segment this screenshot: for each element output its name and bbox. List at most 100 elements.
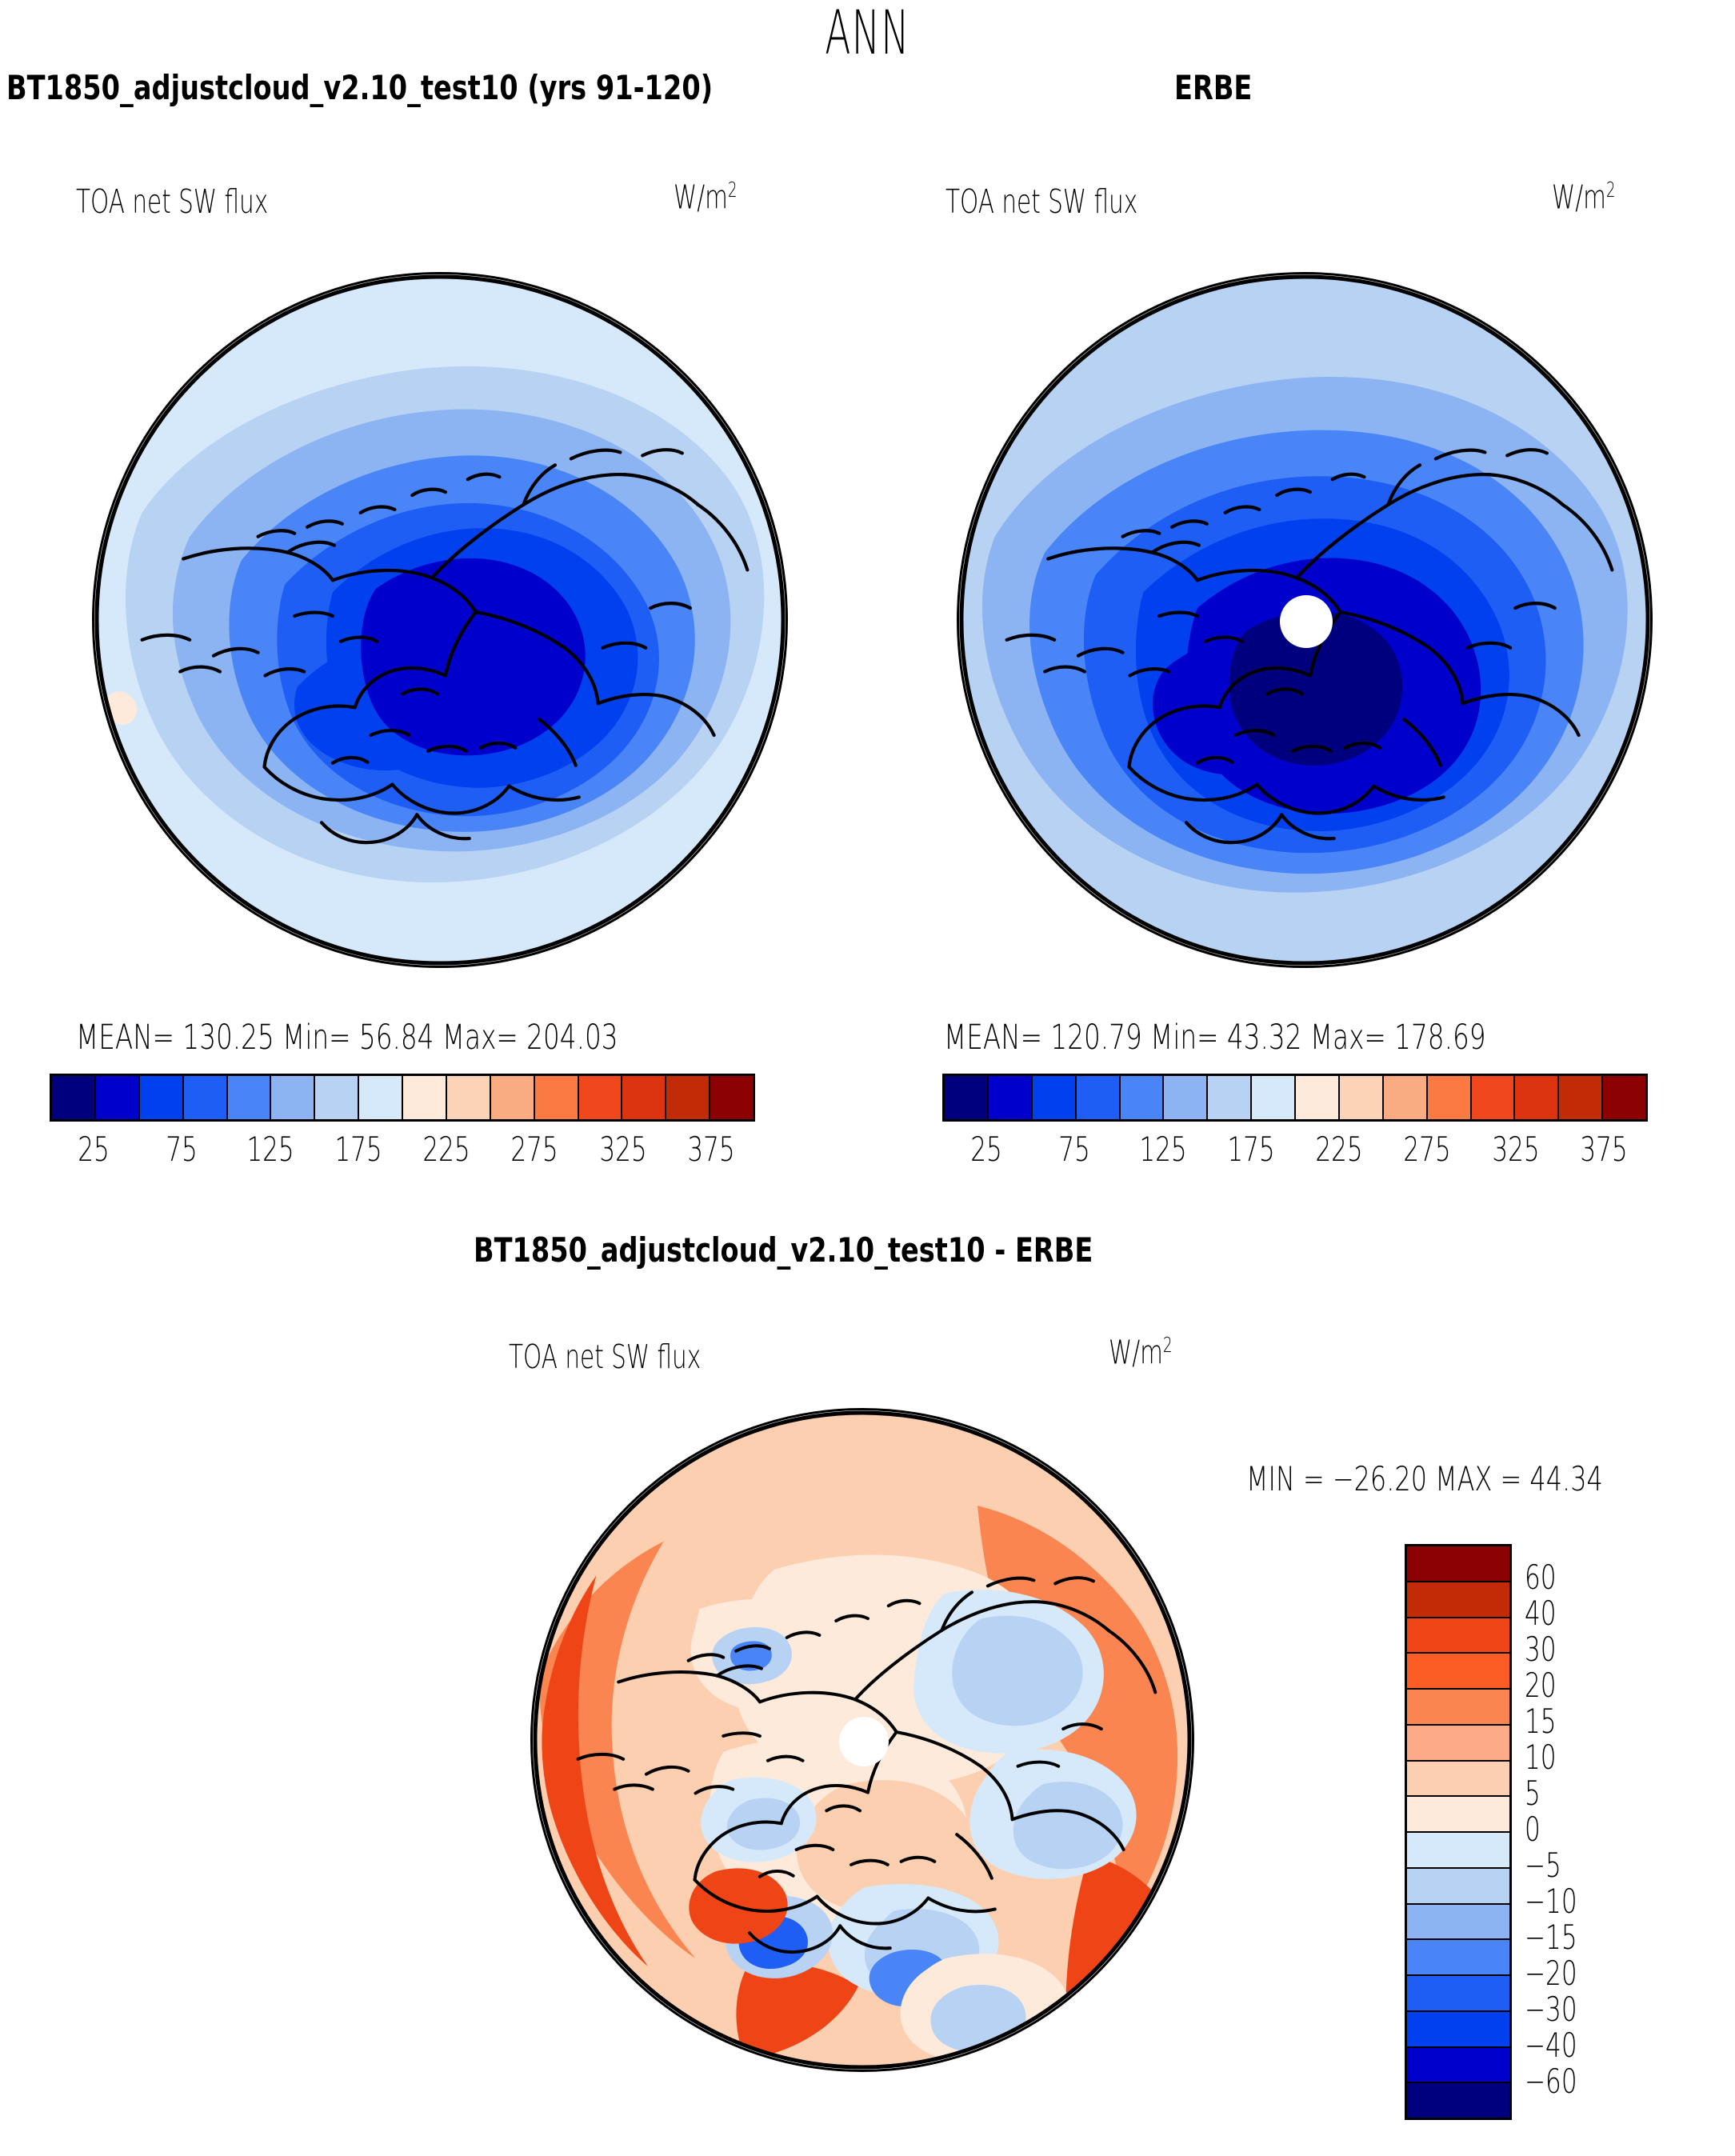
unit-label-obs: W/m2 (1552, 178, 1616, 217)
colorbar-diff-swatch-8 (1407, 1833, 1509, 1869)
unit-base: W/m (1552, 178, 1606, 217)
colorbar-tick-label: 225 (1315, 1130, 1363, 1169)
colorbar-swatch-12 (578, 1076, 623, 1119)
colorbar-swatch-15 (710, 1076, 753, 1119)
colorbar-swatch-2 (139, 1076, 184, 1119)
unit-base: W/m (674, 178, 728, 217)
colorbar-swatch-1 (95, 1076, 140, 1119)
colorbar-swatch-7 (359, 1076, 403, 1119)
colorbar-swatch-0 (52, 1076, 96, 1119)
map-contours-model (94, 274, 786, 966)
colorbar-diff-tick-label: −20 (1525, 1954, 1577, 1993)
variable-label-obs: TOA net SW flux (945, 182, 1138, 221)
colorbar-swatch-7 (1252, 1076, 1296, 1119)
unit-exponent: 2 (1605, 178, 1616, 202)
polar-map-model[interactable] (92, 272, 788, 968)
colorbar-diff-tick-label: −15 (1525, 1918, 1577, 1957)
colorbar-swatch-6 (315, 1076, 360, 1119)
colorbar-diff-swatch-9 (1407, 1868, 1509, 1905)
colorbar-swatch-0 (945, 1076, 989, 1119)
colorbar-diff-swatch-11 (1407, 1940, 1509, 1976)
colorbar-diff-tick-label: 30 (1525, 1630, 1557, 1669)
colorbar-tick-label: 175 (1227, 1130, 1275, 1169)
colorbar-tick-label: 175 (334, 1130, 382, 1169)
polar-map-obs[interactable] (957, 272, 1653, 968)
stats-obs: MEAN= 120.79 Min= 43.32 Max= 178.69 (944, 1018, 1486, 1058)
colorbar-tick-label: 75 (166, 1130, 198, 1169)
colorbar-tick-label: 325 (1491, 1130, 1540, 1169)
colorbar-swatch-5 (1164, 1076, 1209, 1119)
colorbar-swatch-15 (1603, 1076, 1645, 1119)
colorbar-diff-swatch-2 (1407, 1618, 1509, 1654)
north-pole-marker-diff (839, 1717, 889, 1766)
colorbar-diff-swatch-13 (1407, 2011, 1509, 2048)
colorbar-diff-swatch-14 (1407, 2047, 1509, 2084)
colorbar-diff-tick-label: −10 (1525, 1882, 1577, 1921)
colorbar-swatch-8 (1296, 1076, 1340, 1119)
polar-map-diff[interactable] (530, 1408, 1194, 2072)
map-contours-obs (959, 274, 1650, 966)
colorbar-diff-tick-label: −30 (1525, 1990, 1577, 2029)
variable-label-model: TOA net SW flux (76, 182, 269, 221)
colorbar-diff-tick-label: 60 (1525, 1558, 1557, 1597)
colorbar-swatch-11 (1427, 1076, 1472, 1119)
colorbar-swatch-10 (490, 1076, 535, 1119)
colorbar-swatch-6 (1208, 1076, 1253, 1119)
colorbar-swatch-14 (666, 1076, 711, 1119)
colorbar-ticks-diff: 60 40 30 20 15 10 5 0 −5 −10 −15 −20 −30 −40 −60 (1525, 1544, 1701, 2120)
unit-label-model: W/m2 (674, 178, 738, 217)
panel-title-obs: ERBE (1174, 68, 1253, 107)
colorbar-model[interactable] (50, 1074, 755, 1122)
colorbar-diff-swatch-4 (1407, 1690, 1509, 1726)
colorbar-swatch-1 (988, 1076, 1033, 1119)
panel-title-diff: BT1850_adjustcloud_v2.10_test10 - ERBE (474, 1230, 1093, 1270)
colorbar-tick-label: 325 (598, 1130, 647, 1169)
colorbar-diff-tick-label: −40 (1525, 2026, 1577, 2065)
colorbar-tick-label: 275 (510, 1130, 559, 1169)
colorbar-diff-tick-label: 40 (1525, 1594, 1557, 1633)
colorbar-ticks-obs: 25 75 125 175 225 275 325 375 (942, 1130, 1648, 1178)
colorbar-swatch-5 (271, 1076, 316, 1119)
colorbar-swatch-14 (1559, 1076, 1604, 1119)
stats-model: MEAN= 130.25 Min= 56.84 Max= 204.03 (76, 1018, 618, 1058)
colorbar-diff-swatch-10 (1407, 1904, 1509, 1941)
minmax-diff: MIN = −26.20 MAX = 44.34 (1246, 1459, 1603, 1498)
colorbar-swatch-9 (1339, 1076, 1384, 1119)
colorbar-swatch-9 (446, 1076, 491, 1119)
colorbar-diff-swatch-7 (1407, 1797, 1509, 1833)
panel-title-model: BT1850_adjustcloud_v2.10_test10 (yrs 91-… (6, 68, 714, 107)
colorbar-swatch-12 (1471, 1076, 1516, 1119)
colorbar-diff-swatch-12 (1407, 1976, 1509, 2012)
colorbar-diff[interactable] (1405, 1544, 1512, 2120)
colorbar-swatch-2 (1032, 1076, 1077, 1119)
colorbar-swatch-3 (1076, 1076, 1121, 1119)
colorbar-diff-tick-label: −60 (1525, 2062, 1577, 2101)
colorbar-tick-label: 225 (422, 1130, 470, 1169)
colorbar-diff-tick-label: 5 (1525, 1774, 1541, 1813)
colorbar-diff-swatch-0 (1407, 1546, 1509, 1582)
colorbar-tick-label: 125 (246, 1130, 294, 1169)
colorbar-diff-swatch-1 (1407, 1582, 1509, 1618)
variable-label-diff: TOA net SW flux (509, 1338, 702, 1376)
colorbar-diff-tick-label: 10 (1525, 1738, 1557, 1777)
colorbar-swatch-8 (403, 1076, 447, 1119)
colorbar-diff-swatch-6 (1407, 1761, 1509, 1798)
colorbar-tick-label: 75 (1058, 1130, 1091, 1169)
colorbar-swatch-13 (622, 1076, 667, 1119)
season-title: ANN (825, 0, 910, 68)
colorbar-diff-tick-label: 20 (1525, 1666, 1557, 1705)
colorbar-tick-label: 25 (78, 1130, 110, 1169)
colorbar-diff-swatch-3 (1407, 1654, 1509, 1690)
colorbar-obs[interactable] (942, 1074, 1648, 1122)
colorbar-tick-label: 275 (1403, 1130, 1452, 1169)
colorbar-diff-tick-label: −5 (1525, 1846, 1561, 1885)
colorbar-tick-label: 125 (1138, 1130, 1187, 1169)
colorbar-diff-swatch-5 (1407, 1725, 1509, 1762)
unit-base: W/m (1109, 1333, 1163, 1372)
colorbar-tick-label: 375 (1580, 1130, 1628, 1169)
unit-exponent: 2 (1162, 1333, 1173, 1357)
north-pole-marker-obs (1280, 595, 1333, 648)
colorbar-swatch-11 (534, 1076, 579, 1119)
unit-label-diff: W/m2 (1109, 1333, 1173, 1372)
colorbar-swatch-13 (1515, 1076, 1560, 1119)
